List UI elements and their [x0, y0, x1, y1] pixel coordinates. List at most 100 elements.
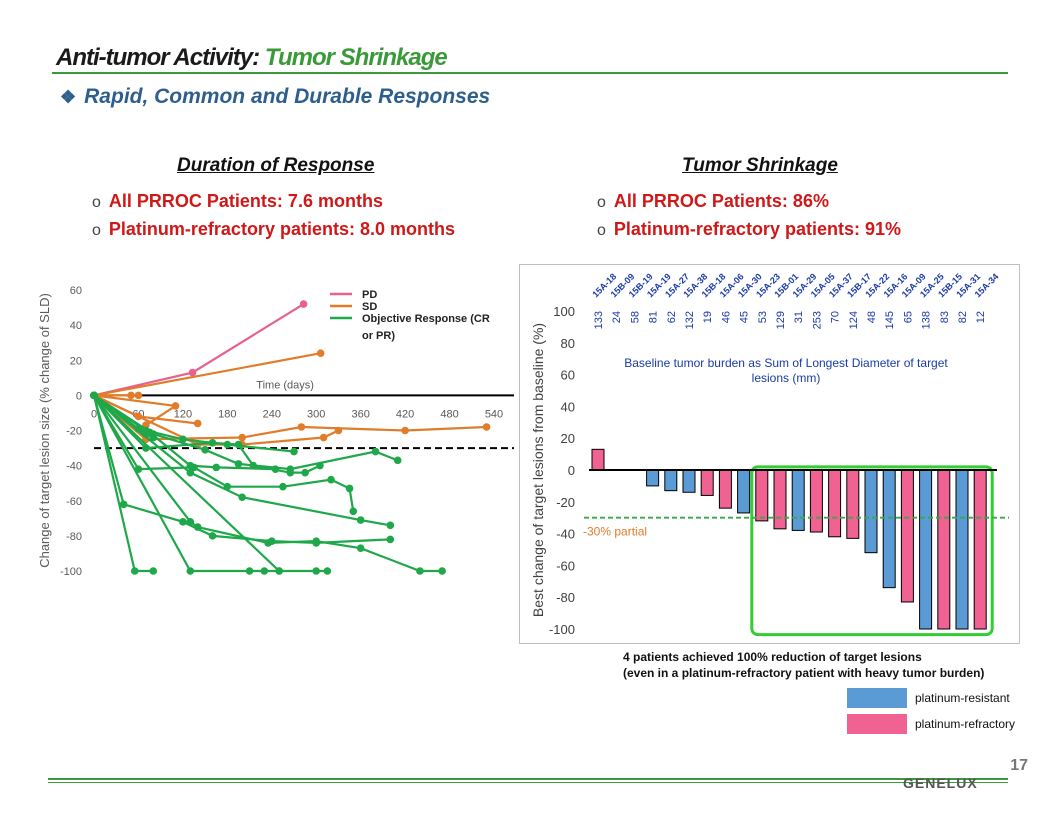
data-point [327, 475, 335, 484]
data-point [186, 567, 195, 575]
data-point [356, 516, 365, 524]
data-point [438, 567, 446, 575]
bar-15A-31 [955, 469, 969, 630]
baseline-sld-label: 133 [593, 311, 605, 329]
y-tick-label: -100 [549, 622, 575, 637]
bar-15A-18 [591, 448, 605, 471]
data-point [245, 567, 254, 575]
bar-15A-23 [755, 469, 769, 522]
shrinkage-bullet-1: o All PRROC Patients: 86% [597, 191, 829, 212]
circle-bullet-icon: o [597, 222, 606, 239]
data-point [345, 484, 354, 493]
page-number: 17 [1010, 757, 1028, 774]
series-line-sd [93, 352, 321, 397]
y-tick-label: -20 [66, 426, 82, 438]
data-point [234, 460, 243, 468]
bar-15A-19 [646, 469, 660, 487]
bar-15B-18 [700, 469, 714, 496]
y-axis-title: Best change of target lesions from basel… [530, 323, 546, 617]
data-point [149, 567, 158, 575]
x-tick-label: 480 [440, 408, 458, 420]
data-point [130, 567, 139, 575]
footnote-line-2: (even in a platinum-refractory patient w… [623, 666, 985, 680]
data-point [260, 567, 269, 575]
data-point [188, 368, 197, 377]
baseline-sld-label: 24 [611, 311, 623, 323]
data-point [386, 535, 395, 544]
data-point [371, 447, 380, 456]
data-point [401, 426, 409, 435]
y-tick-label: -40 [556, 527, 575, 542]
y-tick-label: 20 [561, 431, 575, 446]
baseline-sld-label: 31 [793, 311, 805, 323]
circle-bullet-icon: o [597, 194, 606, 211]
y-tick-label: 0 [76, 390, 82, 402]
legend-label: PD [362, 289, 377, 301]
data-point [290, 447, 298, 456]
y-tick-label: -40 [66, 461, 82, 473]
x-tick-label: 120 [174, 408, 192, 420]
data-point [286, 465, 295, 473]
data-point [186, 518, 195, 526]
bar-15B-15 [937, 469, 951, 630]
bar-15A-38 [682, 469, 696, 493]
data-point [319, 433, 328, 442]
y-tick-label: 100 [553, 304, 575, 319]
data-point [186, 468, 195, 477]
data-point [134, 391, 143, 400]
response-highlight-box [750, 465, 994, 637]
bar-15A-06 [718, 469, 732, 509]
bar-15A-37 [828, 469, 842, 538]
data-point [179, 518, 187, 526]
legend-swatch-resistant [847, 688, 907, 708]
y-tick-label: 20 [70, 355, 82, 367]
bar-15A-34 [973, 469, 987, 630]
bar-15A-30 [737, 469, 751, 514]
y-tick-label: -60 [66, 496, 82, 508]
baseline-sld-label: 48 [866, 311, 878, 323]
duration-bullet-1-text: All PRROC Patients: 7.6 months [108, 191, 383, 211]
baseline-sld-label: 58 [629, 311, 641, 323]
data-point [279, 482, 287, 491]
footer-rule-thin [48, 782, 1008, 783]
y-tick-label: 40 [70, 320, 82, 332]
series-line-response [93, 394, 328, 573]
baseline-sld-label: 124 [848, 311, 860, 329]
bar-15A-27 [664, 469, 678, 492]
bar-15B-17 [846, 469, 860, 539]
baseline-sld-label: 129 [775, 311, 787, 329]
data-point [275, 567, 283, 575]
footnote-line-1: 4 patients achieved 100% reduction of ta… [623, 650, 922, 664]
data-point [212, 463, 221, 472]
data-point [179, 435, 187, 444]
title-rule [52, 72, 1008, 74]
bar-15B-01 [773, 469, 787, 530]
y-tick-label: 80 [561, 336, 575, 351]
data-point [482, 423, 491, 431]
baseline-sld-label: 132 [684, 311, 696, 329]
data-point [312, 537, 321, 545]
slide-title: Anti-tumor Activity: Tumor Shrinkage [56, 44, 448, 72]
x-tick-label: 300 [307, 408, 325, 420]
y-tick-label: 0 [568, 463, 575, 478]
legend-label-refractory: platinum-refractory [915, 717, 1016, 731]
bar-15A-16 [882, 469, 896, 589]
duration-bullet-2-text: Platinum-refractory patients: 8.0 months [108, 219, 455, 239]
data-point [149, 430, 158, 438]
data-point [323, 567, 332, 575]
title-main: Anti-tumor Activity: [56, 44, 265, 71]
x-axis-title: Time (days) [256, 379, 314, 391]
data-point [312, 567, 321, 575]
baseline-sld-label: 65 [902, 311, 914, 323]
duration-bullet-1: o All PRROC Patients: 7.6 months [92, 191, 383, 212]
baseline-sld-label: 19 [702, 311, 714, 323]
data-point [193, 523, 202, 531]
data-point [316, 349, 325, 358]
data-point [119, 500, 128, 509]
x-tick-label: 180 [218, 408, 236, 420]
shrinkage-heading: Tumor Shrinkage [682, 155, 838, 176]
data-point [193, 419, 202, 428]
bar-15A-09 [900, 469, 914, 603]
baseline-sld-label: 81 [648, 311, 660, 323]
